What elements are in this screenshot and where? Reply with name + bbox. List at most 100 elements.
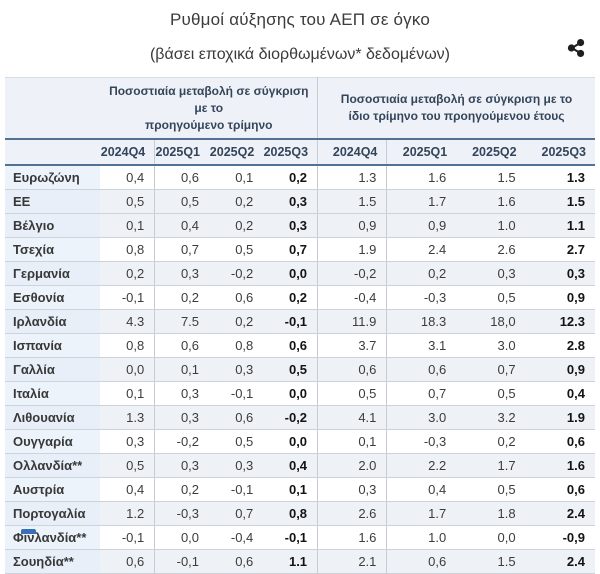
value-cell: 0,4	[525, 381, 595, 407]
value-cell: -0,1	[209, 381, 264, 407]
value-cell: 0,6	[154, 165, 210, 191]
value-cell: 0,3	[154, 261, 210, 287]
column-header-qoq-2024q4: 2024Q4	[100, 139, 156, 167]
share-button[interactable]	[566, 37, 588, 59]
title-block: Ρυθμοί αύξησης του ΑΕΠ σε όγκο (βάσει επ…	[0, 0, 600, 64]
value-cell: 0,1	[100, 381, 156, 407]
value-cell: 1.6	[317, 525, 388, 551]
value-cell: 0,9	[317, 213, 388, 239]
value-cell: 0,1	[317, 429, 388, 455]
value-cell: 0,5	[154, 189, 210, 215]
value-cell: 1.5	[456, 549, 526, 574]
table-row: Βέλγιο 0,1 0,4 0,2 0,3 0,9 0,9 1.0 1.1	[5, 213, 595, 239]
value-cell: 0,6	[386, 549, 457, 574]
value-cell: 0,0	[263, 261, 319, 287]
value-cell: 1.6	[456, 189, 526, 215]
value-cell: 7.5	[154, 309, 210, 335]
column-header-row: 2024Q4 2025Q1 2025Q2 2025Q3 2024Q4 2025Q…	[5, 139, 595, 167]
page-subtitle: (βάσει εποχικά διορθωμένων* δεδομένων)	[149, 46, 451, 63]
value-cell: 0,0	[456, 525, 526, 551]
column-header-yoy-2025q1: 2025Q1	[386, 139, 457, 167]
gdp-table: Ποσοστιαία μεταβολή σε σύγκριση με το πρ…	[5, 77, 595, 574]
row-label: Σουηδία**	[5, 549, 101, 574]
table-row: Γαλλία 0,0 0,1 0,3 0,5 0,6 0,6 0,7 0,9	[5, 357, 595, 383]
value-cell: -0,1	[100, 285, 156, 311]
value-cell: 18,0	[456, 309, 526, 335]
value-cell: 1.3	[525, 165, 595, 191]
page-title: Ρυθμοί αύξησης του ΑΕΠ σε όγκο	[169, 10, 431, 29]
value-cell: 0,3	[456, 261, 526, 287]
value-cell: 0,4	[154, 213, 210, 239]
value-cell: 1.7	[386, 189, 457, 215]
value-cell: 0,2	[456, 429, 526, 455]
row-label: Γαλλία	[5, 357, 101, 383]
value-cell: 3.0	[456, 333, 526, 359]
value-cell: 0,3	[317, 477, 388, 503]
value-cell: 0,5	[456, 477, 526, 503]
row-label: Ιταλία	[5, 381, 101, 407]
group-header-qoq: Ποσοστιαία μεταβολή σε σύγκριση με το πρ…	[100, 77, 319, 141]
value-cell: 0,0	[154, 525, 210, 551]
value-cell: 2.1	[317, 549, 388, 574]
value-cell: 0,5	[100, 189, 156, 215]
table-row: Πορτογαλία 1.2 -0,3 0,7 0,8 2.6 1.7 1.8 2.4	[5, 501, 595, 527]
value-cell: 2.0	[317, 453, 388, 479]
value-cell: 1.7	[386, 501, 457, 527]
column-header-yoy-2024q4: 2024Q4	[317, 139, 388, 167]
value-cell: 1.6	[386, 165, 457, 191]
value-cell: 1.5	[317, 189, 388, 215]
value-cell: 0,2	[386, 261, 457, 287]
value-cell: 1.9	[317, 237, 388, 263]
value-cell: 18.3	[386, 309, 457, 335]
value-cell: 0,2	[154, 285, 210, 311]
row-label: ΕΕ	[5, 189, 101, 215]
value-cell: 0,5	[317, 381, 388, 407]
value-cell: 0,1	[100, 213, 156, 239]
value-cell: 4.3	[100, 309, 156, 335]
value-cell: 0,6	[209, 549, 264, 574]
value-cell: 0,5	[209, 429, 264, 455]
value-cell: 0,6	[100, 549, 156, 574]
value-cell: 1.5	[525, 189, 595, 215]
value-cell: 1.3	[100, 405, 156, 431]
value-cell: 0,7	[209, 501, 264, 527]
value-cell: 0,4	[100, 165, 156, 191]
value-cell: -0,2	[209, 261, 264, 287]
value-cell: -0,2	[263, 405, 319, 431]
value-cell: 2.6	[317, 501, 388, 527]
value-cell: 0,9	[386, 213, 457, 239]
value-cell: 0,3	[209, 357, 264, 383]
value-cell: 2.6	[456, 237, 526, 263]
value-cell: 0,3	[525, 261, 595, 287]
value-cell: 0,5	[263, 357, 319, 383]
table-row: Τσεχία 0,8 0,7 0,5 0,7 1.9 2.4 2.6 2.7	[5, 237, 595, 263]
table-row: Ιρλανδία 4.3 7.5 0,2 -0,1 11.9 18.3 18,0 12.3	[5, 309, 595, 335]
table-row: Φινλανδία** -0,1 0,0 -0,4 -0,1 1.6 1.0 0,0 -0,9	[5, 525, 595, 551]
value-cell: 1.3	[317, 165, 388, 191]
value-cell: 0,3	[100, 429, 156, 455]
value-cell: -0,4	[317, 285, 388, 311]
table-row: Ευρωζώνη 0,4 0,6 0,1 0,2 1.3 1.6 1.5 1.3	[5, 165, 595, 191]
value-cell: 1.6	[525, 453, 595, 479]
value-cell: 0,6	[317, 357, 388, 383]
value-cell: 1.8	[456, 501, 526, 527]
value-cell: -0,1	[263, 525, 319, 551]
column-header-yoy-2025q3: 2025Q3	[525, 139, 595, 167]
row-label: Ολλανδία**	[5, 453, 101, 479]
value-cell: -0,2	[154, 429, 210, 455]
column-header-qoq-2025q3: 2025Q3	[263, 139, 319, 167]
row-label: Αυστρία	[5, 477, 101, 503]
value-cell: 0,6	[263, 333, 319, 359]
value-cell: 1.5	[456, 165, 526, 191]
value-cell: 3.0	[386, 405, 457, 431]
row-label: Ουγγαρία	[5, 429, 101, 455]
table-row: ΕΕ 0,5 0,5 0,2 0,3 1.5 1.7 1.6 1.5	[5, 189, 595, 215]
column-header-yoy-2025q2: 2025Q2	[456, 139, 526, 167]
value-cell: 0,6	[386, 357, 457, 383]
value-cell: -0,1	[154, 549, 210, 574]
share-icon	[566, 38, 588, 58]
value-cell: 0,6	[154, 333, 210, 359]
value-cell: 4.1	[317, 405, 388, 431]
value-cell: 0,6	[525, 477, 595, 503]
value-cell: 0,2	[263, 285, 319, 311]
